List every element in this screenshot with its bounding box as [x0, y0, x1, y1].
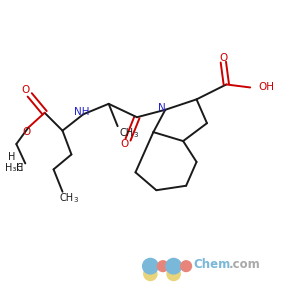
Text: H: H — [16, 164, 23, 173]
Circle shape — [166, 258, 181, 274]
Text: O: O — [120, 139, 128, 149]
Text: H₃C: H₃C — [5, 164, 23, 173]
Circle shape — [158, 261, 168, 272]
Circle shape — [181, 261, 191, 272]
Text: CH: CH — [60, 193, 74, 203]
Text: H: H — [8, 152, 16, 162]
Text: NH: NH — [74, 107, 90, 117]
Text: O: O — [22, 85, 30, 95]
Text: CH: CH — [119, 128, 134, 138]
Text: OH: OH — [259, 82, 275, 92]
Circle shape — [142, 258, 158, 274]
Circle shape — [167, 267, 180, 280]
Text: N: N — [158, 103, 166, 113]
Text: O: O — [219, 53, 227, 63]
Circle shape — [144, 267, 157, 280]
Text: 3: 3 — [134, 132, 138, 138]
Text: Chem: Chem — [194, 258, 231, 271]
Text: 3: 3 — [74, 197, 78, 203]
Text: O: O — [22, 127, 31, 137]
Text: .com: .com — [228, 258, 260, 271]
